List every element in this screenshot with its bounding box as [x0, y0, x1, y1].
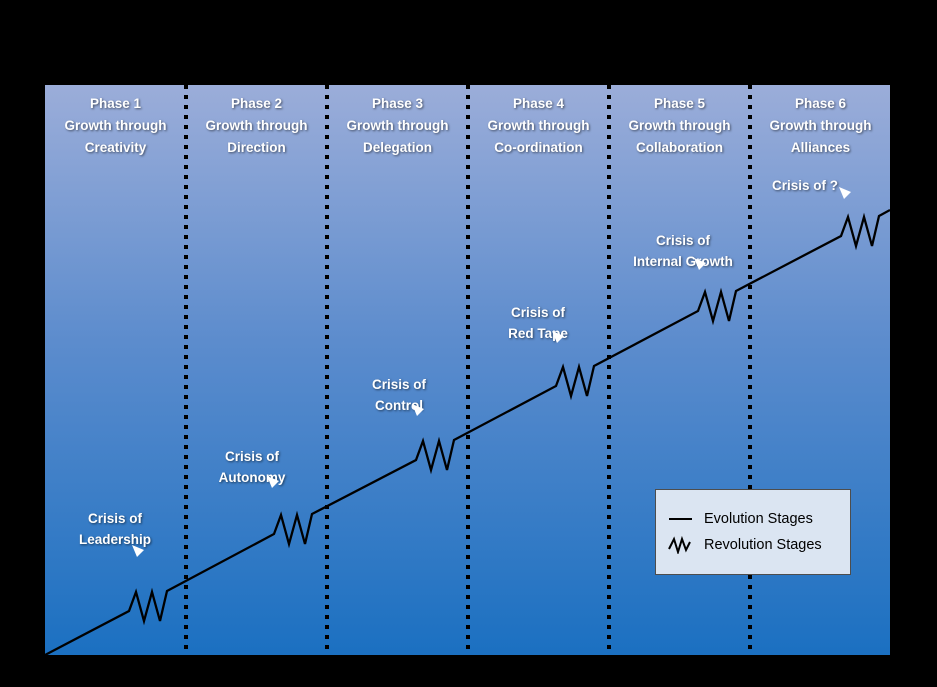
crisis-control-label: Crisis of Control	[319, 374, 479, 416]
legend-revolution-label: Revolution Stages	[704, 537, 822, 553]
crisis-question-arrow-icon	[839, 187, 851, 199]
evolution-line-icon	[669, 518, 692, 520]
crisis-autonomy-line1: Crisis of	[224, 449, 279, 464]
crisis-leadership-line2: Leadership	[78, 532, 152, 547]
phase-6-header: Phase 6 Growth through Alliances	[750, 93, 891, 159]
crisis-autonomy-label: Crisis of Autonomy	[172, 446, 332, 488]
phase-5-title: Phase 5	[653, 96, 706, 111]
phase-2-focus: Direction	[227, 140, 286, 155]
crisis-leadership-line1: Crisis of	[87, 511, 142, 526]
crisis-control-arrow-icon	[412, 404, 424, 416]
crisis-control-line1: Crisis of	[371, 377, 426, 392]
phase-4-focus: Co-ordination	[494, 140, 583, 155]
phase-1-growth: Growth through	[64, 118, 167, 133]
phase-3-title: Phase 3	[371, 96, 424, 111]
crisis-red-tape-line1: Crisis of	[510, 305, 565, 320]
phase-4-header: Phase 4 Growth through Co-ordination	[468, 93, 609, 159]
phase-3-header: Phase 3 Growth through Delegation	[327, 93, 468, 159]
phase-4-title: Phase 4	[512, 96, 565, 111]
legend-evolution-label: Evolution Stages	[704, 511, 813, 527]
legend-row-revolution: Revolution Stages	[668, 536, 850, 554]
phase-6-focus: Alliances	[790, 140, 851, 155]
phase-5-header: Phase 5 Growth through Collaboration	[609, 93, 750, 159]
phase-3-focus: Delegation	[362, 140, 432, 155]
crisis-red-tape-label: Crisis of Red Tape	[458, 302, 618, 344]
phase-1-header: Phase 1 Growth through Creativity	[45, 93, 186, 159]
phase-5-focus: Collaboration	[636, 140, 723, 155]
growth-model-diagram: Phase 1 Growth through Creativity Phase …	[45, 85, 890, 655]
crisis-internal-growth-label: Crisis of Internal Growth	[603, 230, 763, 272]
crisis-autonomy-arrow-icon	[267, 476, 279, 488]
crisis-control-line2: Control	[375, 398, 423, 413]
crisis-red-tape-line2: Red Tape	[508, 326, 568, 341]
crisis-internal-growth-line1: Crisis of	[655, 233, 710, 248]
crisis-red-tape-arrow-icon	[552, 331, 564, 343]
crisis-internal-growth-arrow-icon	[694, 258, 706, 270]
legend-row-evolution: Evolution Stages	[668, 510, 850, 528]
phase-6-title: Phase 6	[794, 96, 847, 111]
crisis-question-label: Crisis of ?	[725, 175, 885, 196]
phase-1-focus: Creativity	[84, 140, 147, 155]
phase-6-growth: Growth through	[769, 118, 872, 133]
diagram-lines	[45, 85, 890, 655]
growth-line-with-crisis-zigzags	[45, 208, 890, 655]
crisis-autonomy-line2: Autonomy	[218, 470, 286, 485]
revolution-zigzag-icon	[668, 536, 691, 554]
phase-2-title: Phase 2	[230, 96, 283, 111]
crisis-question-line1: Crisis of ?	[771, 178, 838, 193]
crisis-internal-growth-line2: Internal Growth	[633, 254, 733, 269]
crisis-leadership-arrow-icon	[132, 545, 144, 557]
legend: Evolution Stages Revolution Stages	[655, 489, 851, 575]
phase-2-header: Phase 2 Growth through Direction	[186, 93, 327, 159]
phase-4-growth: Growth through	[487, 118, 590, 133]
phase-3-growth: Growth through	[346, 118, 449, 133]
phase-2-growth: Growth through	[205, 118, 308, 133]
crisis-leadership-label: Crisis of Leadership	[35, 508, 195, 550]
phase-1-title: Phase 1	[89, 96, 142, 111]
phase-5-growth: Growth through	[628, 118, 731, 133]
